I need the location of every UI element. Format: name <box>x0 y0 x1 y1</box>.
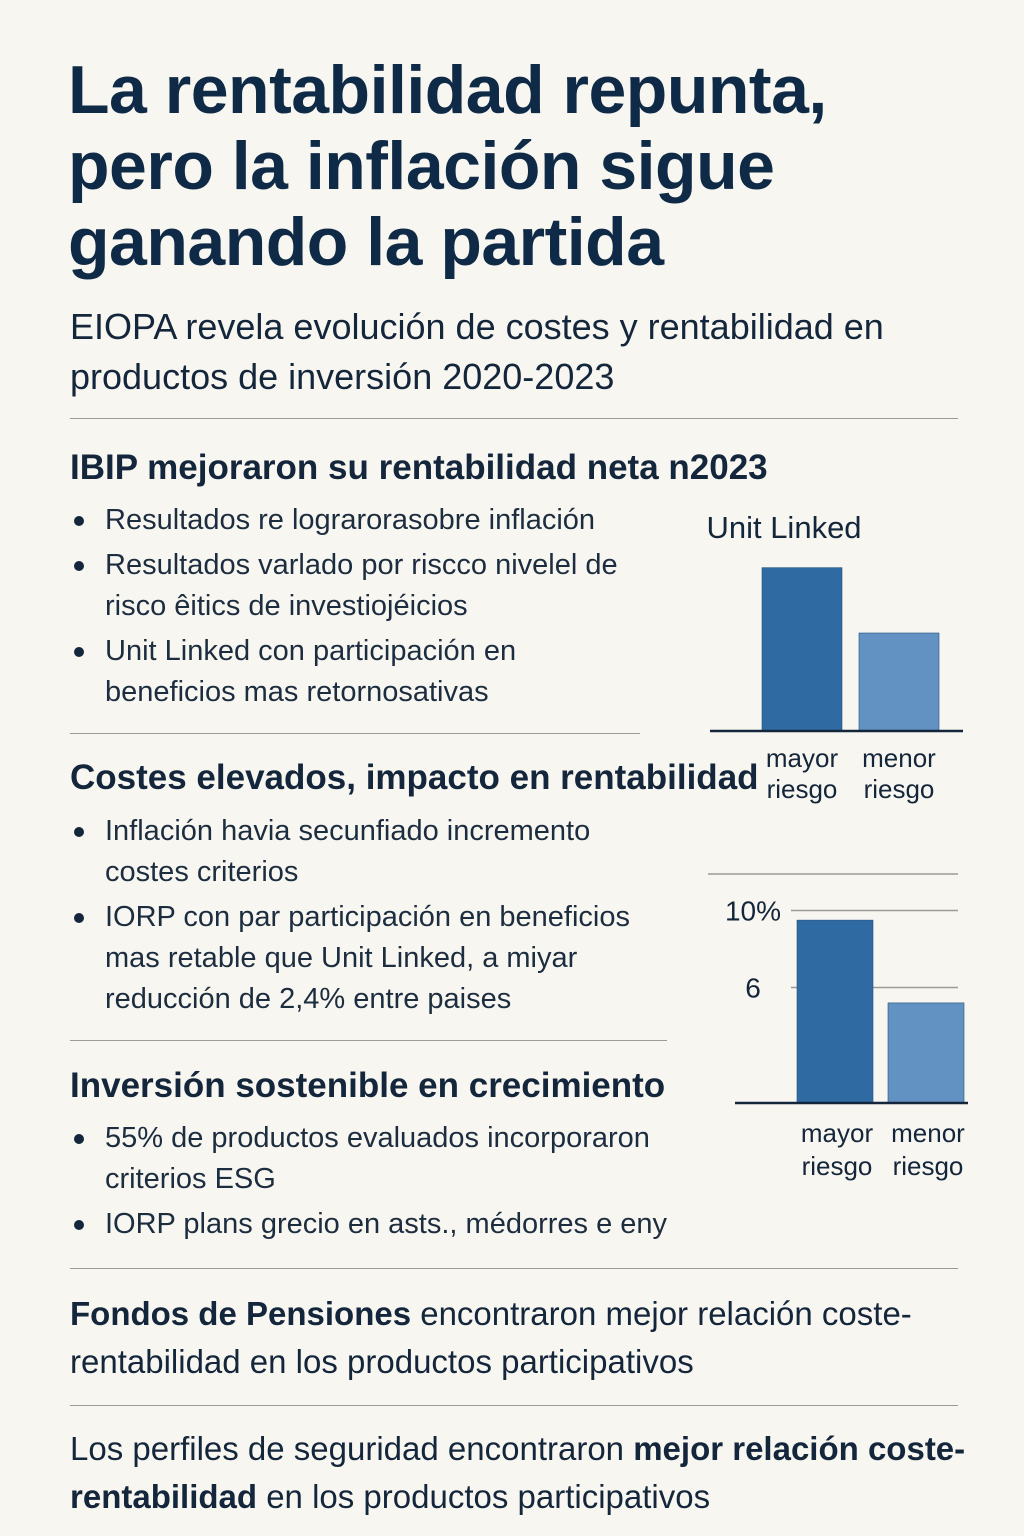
list-item: IORP con par participación en beneficios… <box>70 897 680 1020</box>
divider-footer-1 <box>70 1268 958 1269</box>
divider-top <box>70 418 958 419</box>
bar-mayor-riesgo <box>761 567 843 732</box>
tick-label: menor <box>891 1118 965 1148</box>
list-item: Unit Linked con participación en benefic… <box>70 631 650 713</box>
section-bullets-ibip: Resultados re lograrorasobre inflación R… <box>70 500 650 713</box>
list-item: Inflación havia secunfiado incremento co… <box>70 811 680 893</box>
bullet-dot-icon <box>74 913 84 923</box>
bullet-dot-icon <box>74 1220 84 1230</box>
divider-section-2 <box>70 1040 667 1041</box>
page-title: La rentabilidad repunta, pero la inflaci… <box>68 52 827 280</box>
section-bullets-sostenible: 55% de productos evaluados incorporaron … <box>70 1118 700 1245</box>
bullet-dot-icon <box>74 516 84 526</box>
section-heading-ibip: IBIP mejoraron su rentabilidad neta n202… <box>70 448 768 487</box>
y-tick-label: 6 <box>745 973 761 1004</box>
tick-label: mayor <box>801 1118 874 1148</box>
bullet-dot-icon <box>74 561 84 571</box>
divider-footer-2 <box>70 1405 958 1406</box>
bar-menor-riesgo <box>858 632 940 732</box>
tick-label: riesgo <box>864 774 935 804</box>
tick-label: mayor <box>766 743 839 773</box>
bullet-dot-icon <box>74 827 84 837</box>
tick-label: menor <box>862 743 936 773</box>
section-heading-costes: Costes elevados, impacto en rentabilidad <box>70 758 759 797</box>
list-item: Resultados varlado por riscco nivelel de… <box>70 545 650 627</box>
list-item: IORP plans grecio en asts., médorres e e… <box>70 1204 700 1245</box>
chart-title: Unit Linked <box>706 510 861 545</box>
bullet-dot-icon <box>74 647 84 657</box>
page-subtitle: EIOPA revela evolución de costes y renta… <box>70 306 884 397</box>
footer-paragraph-1: Fondos de Pensiones encontraron mejor re… <box>70 1295 912 1380</box>
footer-paragraph-2: Los perfiles de seguridad encontraron me… <box>70 1430 966 1515</box>
tick-label: riesgo <box>767 774 838 804</box>
list-item: 55% de productos evaluados incorporaron … <box>70 1118 700 1200</box>
divider-section-1 <box>70 733 640 734</box>
bullet-dot-icon <box>74 1134 84 1144</box>
list-item: Resultados re lograrorasobre inflación <box>70 500 650 541</box>
tick-label: riesgo <box>802 1151 873 1181</box>
bar-menor-riesgo <box>887 1002 965 1104</box>
bar-mayor-riesgo <box>796 919 874 1104</box>
tick-label: riesgo <box>893 1151 964 1181</box>
section-heading-sostenible: Inversión sostenible en crecimiento <box>70 1066 666 1105</box>
y-tick-label: 10% <box>725 896 781 927</box>
section-bullets-costes: Inflación havia secunfiado incremento co… <box>70 811 680 1020</box>
